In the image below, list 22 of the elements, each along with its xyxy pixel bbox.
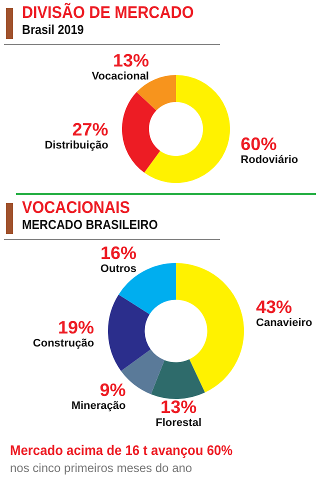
- data-label: 9%: [100, 380, 126, 400]
- slice-label: Rodoviário: [240, 154, 298, 166]
- data-label: 13%: [112, 50, 149, 71]
- slice-label: Construção: [32, 338, 94, 350]
- chart-title: DIVISÃO DE MERCADO: [22, 3, 195, 22]
- slice-label: Canavieiro: [256, 317, 313, 330]
- chart-subtitle: MERCADO BRASILEIRO: [22, 217, 159, 232]
- chart-subtitle: Brasil 2019: [22, 22, 85, 37]
- text: nos cinco primeiros meses do ano: [10, 461, 194, 475]
- slice-label: Vocacional: [92, 70, 149, 83]
- data-label: 27%: [72, 119, 108, 140]
- data-label: 13%: [160, 396, 197, 417]
- data-label: 60%: [240, 134, 277, 154]
- text: Mercado acima de 16 t avançou 60%: [10, 442, 234, 458]
- data-label: 43%: [256, 297, 292, 318]
- slice-label: Mineração: [71, 400, 126, 412]
- data-label: 19%: [58, 318, 94, 338]
- slice-label: Outros: [100, 263, 136, 276]
- data-label: 16%: [100, 243, 136, 264]
- slice-label: Florestal: [156, 416, 202, 429]
- chart-title: VOCACIONAIS: [22, 198, 131, 217]
- slice-label: Distribuição: [44, 139, 109, 152]
